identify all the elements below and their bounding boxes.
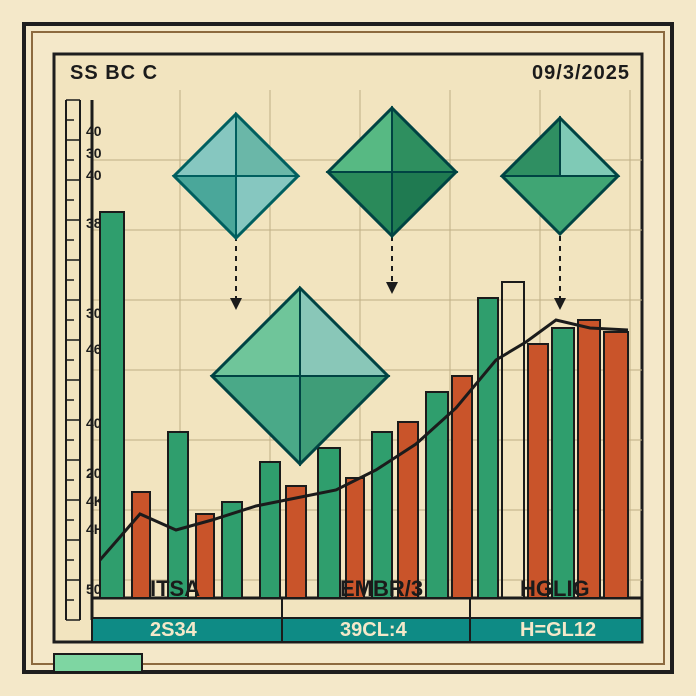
svg-text:ITSA: ITSA [150, 576, 200, 601]
svg-text:HGLIG: HGLIG [520, 576, 590, 601]
svg-text:39CL:4: 39CL:4 [340, 619, 408, 641]
header-date: 09/3/2025 [532, 62, 630, 85]
chart-canvas: 40304038304640204K4H50ITSAEMBR/3HGLIG2S3… [0, 0, 696, 696]
header-left-label: SS BC C [70, 62, 158, 85]
svg-text:EMBR/3: EMBR/3 [340, 576, 423, 601]
svg-text:30: 30 [86, 145, 102, 161]
svg-text:2S34: 2S34 [150, 619, 198, 641]
svg-text:40: 40 [86, 123, 102, 139]
chart-svg: 40304038304640204K4H50ITSAEMBR/3HGLIG2S3… [0, 0, 696, 696]
svg-text:40: 40 [86, 167, 102, 183]
svg-text:H=GL12: H=GL12 [520, 619, 596, 641]
